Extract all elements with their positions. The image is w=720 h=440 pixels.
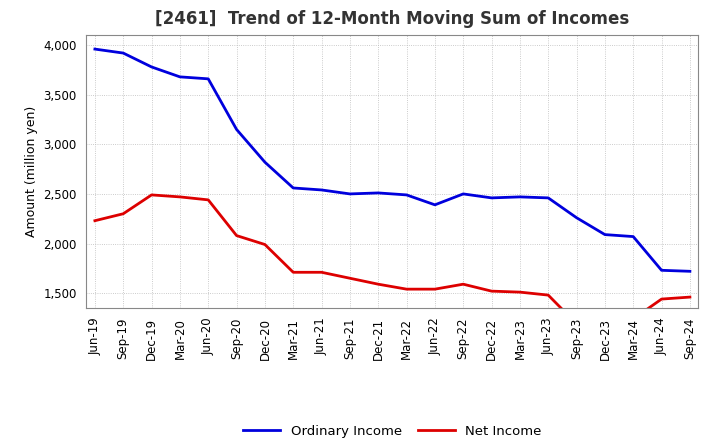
Line: Net Income: Net Income	[95, 195, 690, 325]
Net Income	[91, 218, 99, 224]
Ordinary Income	[148, 64, 156, 70]
Net Income	[374, 282, 382, 287]
Legend: Ordinary Income, Net Income: Ordinary Income, Net Income	[238, 420, 547, 440]
Net Income	[657, 297, 666, 302]
Ordinary Income	[459, 191, 467, 197]
Ordinary Income	[261, 160, 269, 165]
Ordinary Income	[289, 185, 297, 191]
Net Income	[459, 282, 467, 287]
Ordinary Income	[657, 268, 666, 273]
Ordinary Income	[204, 76, 212, 81]
Net Income	[629, 316, 637, 322]
Ordinary Income	[600, 232, 609, 237]
Title: [2461]  Trend of 12-Month Moving Sum of Incomes: [2461] Trend of 12-Month Moving Sum of I…	[156, 10, 629, 28]
Net Income	[318, 270, 326, 275]
Ordinary Income	[318, 187, 326, 193]
Ordinary Income	[91, 47, 99, 52]
Ordinary Income	[402, 192, 411, 198]
Net Income	[119, 211, 127, 216]
Net Income	[261, 242, 269, 247]
Ordinary Income	[374, 190, 382, 195]
Net Income	[402, 286, 411, 292]
Net Income	[572, 321, 581, 326]
Net Income	[516, 290, 524, 295]
Net Income	[176, 194, 184, 199]
Net Income	[487, 289, 496, 294]
Y-axis label: Amount (million yen): Amount (million yen)	[24, 106, 37, 237]
Net Income	[600, 323, 609, 328]
Net Income	[148, 192, 156, 198]
Ordinary Income	[685, 269, 694, 274]
Line: Ordinary Income: Ordinary Income	[95, 49, 690, 271]
Ordinary Income	[119, 51, 127, 56]
Ordinary Income	[176, 74, 184, 80]
Ordinary Income	[431, 202, 439, 208]
Net Income	[685, 294, 694, 300]
Net Income	[289, 270, 297, 275]
Ordinary Income	[544, 195, 552, 201]
Ordinary Income	[629, 234, 637, 239]
Net Income	[431, 286, 439, 292]
Ordinary Income	[487, 195, 496, 201]
Ordinary Income	[233, 127, 241, 132]
Ordinary Income	[516, 194, 524, 199]
Net Income	[204, 197, 212, 202]
Ordinary Income	[572, 215, 581, 220]
Net Income	[346, 275, 354, 281]
Net Income	[233, 233, 241, 238]
Ordinary Income	[346, 191, 354, 197]
Net Income	[544, 293, 552, 298]
